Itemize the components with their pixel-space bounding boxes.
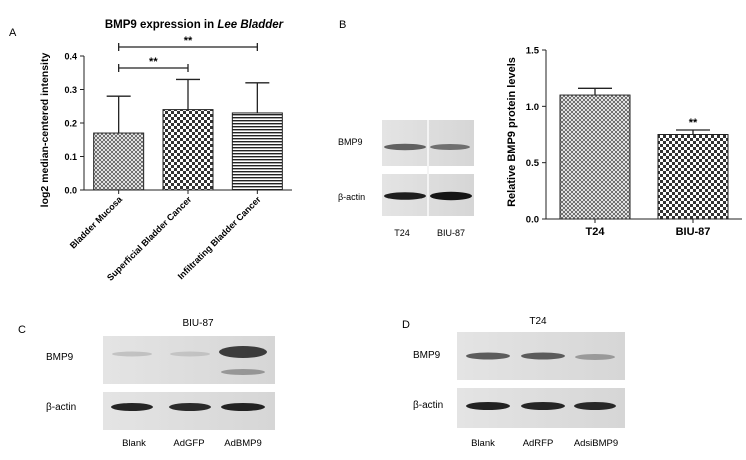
blot-d-row-label-bmp9: BMP9	[413, 350, 441, 361]
blot-b-band-bmp9-t24	[384, 143, 426, 151]
y-tick-label: 0.3	[64, 85, 77, 95]
chart-a-y-axis-label: log2 median-centered intensity	[39, 53, 51, 208]
blot-d: T24 BMP9 β-actin Blank AdRFP AdsiBMP9	[413, 316, 625, 449]
blot-c-lane-label-blank: Blank	[122, 438, 146, 449]
chart-a: BMP9 expression in Lee Bladder log2 medi…	[39, 19, 292, 283]
blot-c-actin-strip	[103, 392, 275, 430]
panel-label-c: C	[18, 324, 26, 336]
y-tick-label: 0.5	[526, 158, 540, 169]
blot-d-band-bmp9-adsibmp9	[575, 354, 615, 360]
blot-d-title: T24	[529, 316, 547, 327]
y-tick-label: 0.0	[64, 186, 77, 196]
blot-c-bmp9-strip	[103, 336, 275, 384]
chart-b-y-axis-label: Relative BMP9 protein levels	[506, 57, 518, 207]
panel-label-d: D	[402, 319, 410, 331]
blot-d-band-bmp9-blank	[466, 352, 510, 360]
blot-d-band-bmp9-adrfp	[521, 352, 565, 360]
blot-c-band-bmp9-adgfp	[170, 351, 210, 357]
blot-c-lane-label-adgfp: AdGFP	[173, 438, 204, 449]
significance-label: **	[184, 35, 193, 47]
blot-d-row-label-actin: β-actin	[413, 400, 443, 411]
blot-b: BMP9 β-actin T24 BIU-87	[338, 120, 474, 238]
blot-d-band-actin-adsibmp9	[574, 402, 616, 410]
blot-d-band-actin-adrfp	[521, 402, 565, 410]
blot-c-title: BIU-87	[182, 318, 214, 329]
y-tick-label: 0.1	[64, 152, 77, 162]
x-tick-label: BIU-87	[676, 226, 711, 238]
blot-c-row-label-actin: β-actin	[46, 402, 76, 413]
blot-c-band-bmp9-adbmp9	[219, 346, 267, 358]
blot-c: BIU-87 BMP9 β-actin Blank AdGFP AdBMP9	[46, 318, 275, 449]
y-tick-label: 0.0	[526, 215, 539, 226]
panel-label-b: B	[339, 19, 346, 31]
x-tick-label: Infiltrating Bladder Cancer	[176, 194, 263, 281]
bar	[559, 94, 631, 220]
blot-d-band-actin-blank	[466, 402, 510, 410]
chart-a-title-italic: Lee Bladder	[217, 19, 283, 31]
y-tick-label: 0.2	[64, 119, 77, 129]
blot-b-row-label-bmp9: BMP9	[338, 137, 363, 147]
significance-label: **	[149, 56, 158, 68]
chart-b: Relative BMP9 protein levels 0.0 0.5 1.0 1.…	[506, 46, 742, 238]
x-tick-label: Bladder Mucosa	[68, 194, 125, 251]
blot-b-band-bmp9-biu87	[430, 144, 470, 150]
chart-a-title-main: BMP9 expression in	[105, 19, 217, 31]
blot-c-lane-label-adbmp9: AdBMP9	[224, 438, 262, 449]
bar	[162, 109, 214, 191]
chart-a-title: BMP9 expression in Lee Bladder	[105, 19, 284, 31]
blot-b-row-label-actin: β-actin	[338, 192, 365, 202]
blot-b-lane-label-biu87: BIU-87	[437, 228, 465, 238]
panel-label-a: A	[9, 27, 17, 39]
blot-c-band-actin-adgfp	[169, 403, 211, 411]
y-tick-label: 1.0	[526, 102, 539, 113]
bar	[93, 132, 145, 191]
blot-d-lane-label-adrfp: AdRFP	[523, 438, 554, 449]
blot-b-band-actin-t24	[384, 192, 426, 200]
blot-c-band-bmp9-blank	[112, 351, 152, 357]
y-tick-label: 0.4	[64, 52, 77, 62]
blot-d-lane-label-blank: Blank	[471, 438, 495, 449]
x-tick-label: T24	[586, 226, 606, 238]
blot-c-row-label-bmp9: BMP9	[46, 352, 74, 363]
y-tick-label: 1.5	[526, 46, 540, 57]
blot-c-band-actin-adbmp9	[221, 403, 265, 411]
bar	[231, 112, 283, 191]
blot-c-band-bmp9-adbmp9-lower	[221, 369, 265, 375]
blot-c-band-actin-blank	[111, 403, 153, 411]
bar	[657, 134, 729, 220]
blot-b-lane-label-t24: T24	[394, 228, 410, 238]
blot-b-band-actin-biu87	[430, 191, 472, 201]
blot-d-lane-label-adsibmp9: AdsiBMP9	[574, 438, 618, 449]
significance-label: **	[689, 117, 698, 129]
